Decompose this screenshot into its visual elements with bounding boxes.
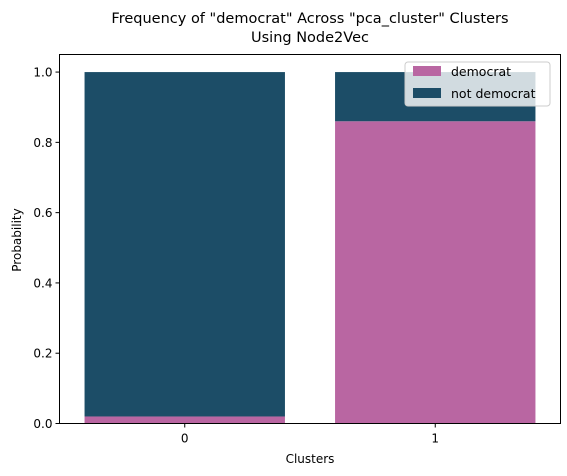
y-tick-label: 0.2 [33,347,52,361]
legend-label-not-democrat: not democrat [451,86,536,101]
bar-democrat-cluster-1 [335,121,535,423]
legend-swatch-democrat [413,66,441,76]
y-tick-label: 0.4 [33,276,52,290]
y-tick-label: 0.8 [33,136,52,150]
x-tick-label: 0 [181,432,189,446]
y-tick-label: 0.6 [33,206,52,220]
chart-title-line1: Frequency of "democrat" Across "pca_clus… [111,11,508,27]
x-axis-label: Clusters [286,452,335,466]
legend-swatch-not-democrat [413,88,441,98]
legend-label-democrat: democrat [451,64,511,79]
x-tick-label: 1 [431,432,439,446]
y-axis-label: Probability [10,208,24,271]
y-axis-ticks: 0.0 0.2 0.4 0.6 0.8 1.0 [33,66,59,431]
bar-democrat-cluster-0 [85,416,285,423]
chart-title-line2: Using Node2Vec [251,30,369,46]
legend: democrat not democrat [405,62,550,106]
y-tick-label: 1.0 [33,66,52,80]
bar-not-democrat-cluster-0 [85,72,285,416]
y-tick-label: 0.0 [33,417,52,431]
bars-group [85,72,536,423]
